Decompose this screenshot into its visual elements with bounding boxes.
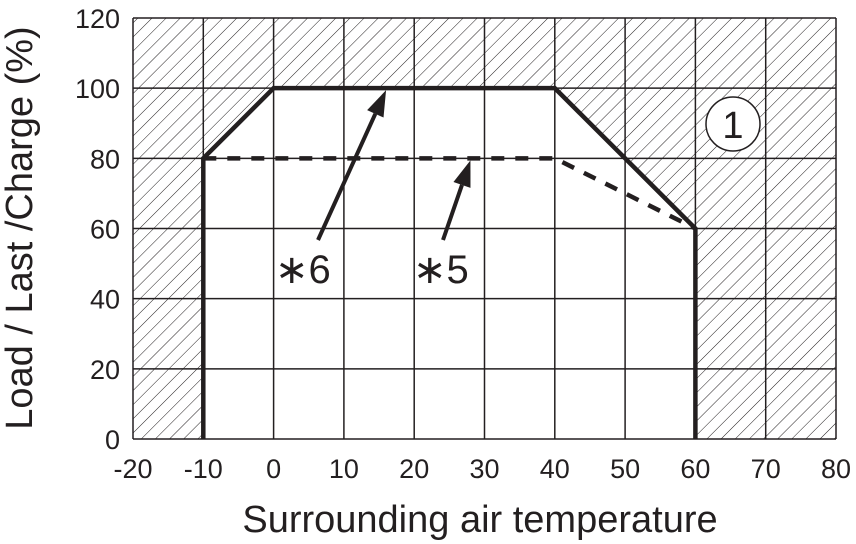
- x-tick-label: -10: [184, 454, 223, 484]
- y-tick-label: 120: [75, 4, 120, 34]
- y-tick-label: 60: [90, 215, 120, 245]
- hatched-region: [133, 18, 836, 439]
- grid: [132, 17, 837, 440]
- annotation-arrow: [441, 184, 464, 241]
- x-tick-label: 0: [266, 454, 281, 484]
- series-line-solid: [201, 85, 698, 439]
- annotation-label: ∗6: [275, 248, 331, 292]
- x-tick-label: 30: [469, 454, 499, 484]
- y-tick-label: 80: [90, 144, 120, 174]
- y-tick-label: 20: [90, 355, 120, 385]
- series: [201, 85, 698, 439]
- circled-marker-label: 1: [722, 105, 743, 147]
- arrow-head: [453, 160, 471, 188]
- x-axis-label: Surrounding air temperature: [242, 499, 717, 541]
- y-tick-label: 100: [75, 74, 120, 104]
- annotations: ∗6 ∗5 1: [275, 90, 761, 292]
- x-tick-label: 20: [399, 454, 429, 484]
- x-tick-label: 80: [821, 454, 851, 484]
- annotation-arrow: [316, 113, 378, 241]
- series-line-dashed: [203, 156, 697, 231]
- x-tick-label: 60: [680, 454, 710, 484]
- x-tick-labels: -20 -10 0 10 20 30 40 50 60 70 80: [113, 454, 851, 484]
- arrow-head: [367, 90, 387, 118]
- y-tick-label: 0: [105, 425, 120, 455]
- x-tick-label: 50: [610, 454, 640, 484]
- x-tick-label: 40: [540, 454, 570, 484]
- x-tick-label: -20: [113, 454, 152, 484]
- y-tick-labels: 0 20 40 60 80 100 120: [75, 4, 120, 455]
- x-tick-label: 70: [751, 454, 781, 484]
- y-axis-label: Load / Last /Charge (%): [0, 26, 41, 429]
- x-tick-label: 10: [329, 454, 359, 484]
- circled-marker: [705, 96, 761, 152]
- y-tick-label: 40: [90, 285, 120, 315]
- annotation-label: ∗5: [413, 248, 469, 292]
